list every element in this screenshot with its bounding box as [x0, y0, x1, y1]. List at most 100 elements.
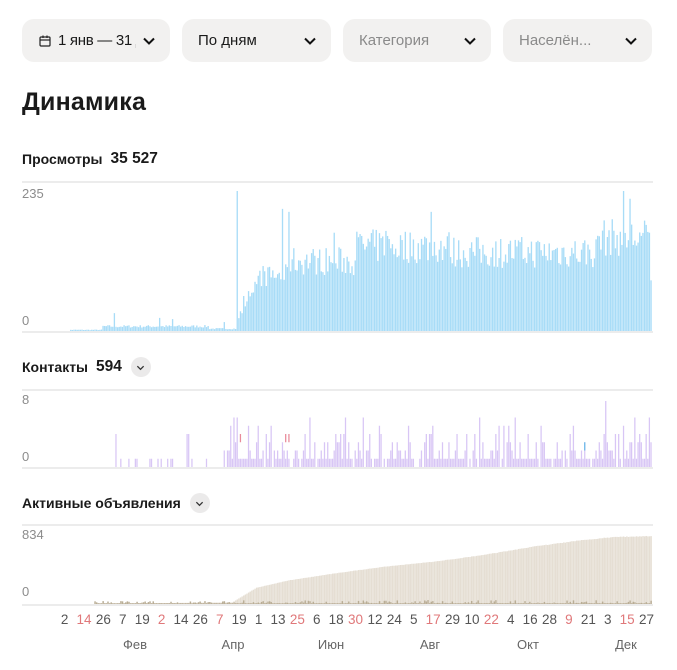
listings-new-bar — [319, 603, 321, 604]
listings-bar — [259, 587, 261, 604]
listings-bar — [454, 558, 457, 604]
listings-bar — [622, 536, 625, 604]
contacts-bar — [622, 425, 625, 467]
views-bar — [514, 239, 516, 331]
listings-new-bar — [199, 601, 201, 604]
views-bar — [419, 259, 421, 331]
views-bars[interactable] — [22, 181, 653, 333]
listings-new-bar — [416, 603, 418, 604]
listings-bar — [309, 577, 311, 604]
contacts-bar — [593, 458, 596, 467]
contacts-bars[interactable] — [22, 389, 653, 469]
listings-new-bar — [121, 601, 124, 604]
listings-new-bar — [613, 603, 615, 604]
contacts-bar — [482, 442, 484, 467]
listings-bar — [503, 551, 505, 604]
contacts-bar — [643, 458, 646, 467]
contacts-bar — [115, 434, 117, 467]
listings-new-bar — [333, 603, 336, 604]
views-bar — [391, 244, 394, 331]
views-bar — [432, 255, 434, 331]
views-bar — [102, 325, 104, 331]
views-bar — [394, 248, 397, 331]
listings-new-bar — [178, 603, 180, 604]
contacts-bar — [375, 458, 377, 467]
views-bar — [441, 260, 444, 331]
views-bar — [110, 326, 112, 331]
listings-new-bar — [474, 603, 476, 604]
listings-new-bar — [194, 602, 196, 604]
listings-bar — [361, 569, 363, 604]
views-bar — [386, 235, 389, 331]
category-dropdown[interactable]: Категория — [343, 19, 491, 62]
listings-new-bar — [438, 603, 441, 604]
contacts-expand-button[interactable] — [130, 357, 151, 377]
views-bar — [588, 249, 591, 331]
views-bar — [79, 329, 82, 331]
views-bar — [449, 257, 452, 331]
contacts-bar — [343, 434, 345, 467]
contacts-bar — [472, 450, 474, 467]
listings-bar — [275, 583, 277, 604]
listings-new-bar — [112, 603, 114, 604]
views-bar — [276, 274, 279, 331]
listings-bar — [609, 537, 612, 604]
views-bar — [234, 329, 237, 331]
contacts-bar — [341, 458, 343, 467]
contacts-bar — [475, 458, 478, 467]
contacts-bar — [474, 434, 476, 467]
chart-baseline — [22, 467, 653, 469]
contacts-bar — [267, 458, 269, 467]
grouping-dropdown[interactable]: По дням — [182, 19, 331, 62]
listings-bar — [306, 577, 308, 604]
views-bar — [462, 250, 465, 331]
listings-new-bar — [301, 601, 303, 604]
contacts-bar — [588, 458, 591, 467]
listings-bar — [525, 547, 528, 604]
listings-bar — [283, 581, 285, 604]
contacts-bar — [331, 458, 334, 467]
listings-bar — [630, 536, 633, 604]
listings-new-bar — [587, 603, 589, 604]
listings-new-bar — [125, 602, 127, 604]
views-bar — [532, 260, 534, 331]
contacts-bar — [511, 450, 513, 467]
y-axis-min-label: 0 — [22, 584, 30, 599]
date-range-dropdown[interactable]: 1 янв — 31 д — [22, 19, 170, 62]
views-bar — [189, 326, 192, 331]
views-bar — [558, 263, 560, 331]
listings-bar — [532, 546, 534, 604]
listings-new-bar — [141, 602, 143, 604]
listings-bar — [424, 562, 426, 604]
listings-new-bar — [469, 603, 471, 604]
listings-bar — [508, 550, 510, 604]
views-bar — [180, 326, 182, 331]
listings-bar — [621, 536, 623, 604]
views-bar — [643, 220, 646, 331]
listings-new-bar — [393, 603, 395, 604]
listings-expand-button[interactable] — [189, 493, 210, 513]
listings-new-bar — [173, 603, 175, 604]
listings-new-bar — [191, 603, 193, 604]
contacts-bar — [576, 458, 578, 467]
contacts-chart: 8 0 — [22, 389, 653, 469]
views-bar — [296, 270, 298, 331]
views-bar — [278, 272, 280, 331]
contacts-bar — [293, 458, 295, 467]
contacts-bar — [369, 434, 371, 467]
listings-bars[interactable] — [22, 524, 653, 606]
listings-bar — [281, 581, 284, 604]
listings-bar — [627, 536, 630, 604]
listings-bar — [475, 555, 478, 604]
contacts-bar — [637, 442, 639, 467]
views-bar — [428, 242, 431, 331]
views-bar — [475, 237, 478, 331]
contacts-bar — [309, 417, 311, 467]
listings-new-bar — [351, 603, 353, 604]
city-dropdown[interactable]: Населён... — [503, 19, 652, 62]
views-bar — [485, 255, 487, 331]
views-bar — [92, 329, 95, 331]
views-bar — [425, 238, 428, 331]
listings-bar — [231, 602, 234, 604]
listings-bar — [587, 539, 589, 604]
